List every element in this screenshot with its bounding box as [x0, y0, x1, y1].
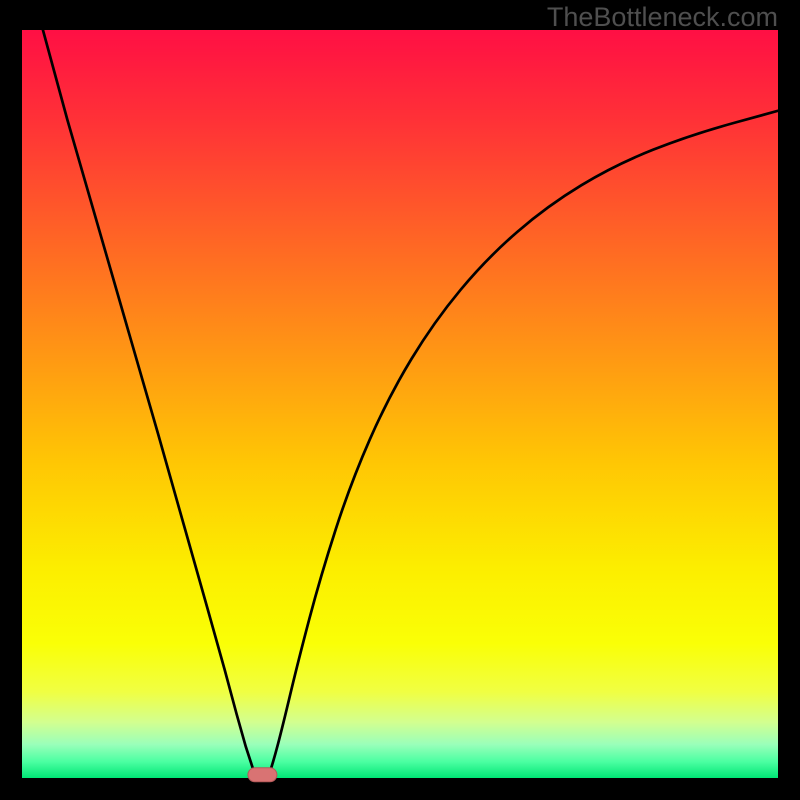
watermark-text: TheBottleneck.com	[547, 2, 778, 33]
curve-right-ascent	[268, 111, 778, 777]
chart-frame: TheBottleneck.com	[0, 0, 800, 800]
minimum-marker	[248, 767, 277, 782]
plot-area	[22, 30, 778, 778]
curve-left-descent	[41, 30, 256, 777]
curves-layer	[22, 30, 778, 778]
